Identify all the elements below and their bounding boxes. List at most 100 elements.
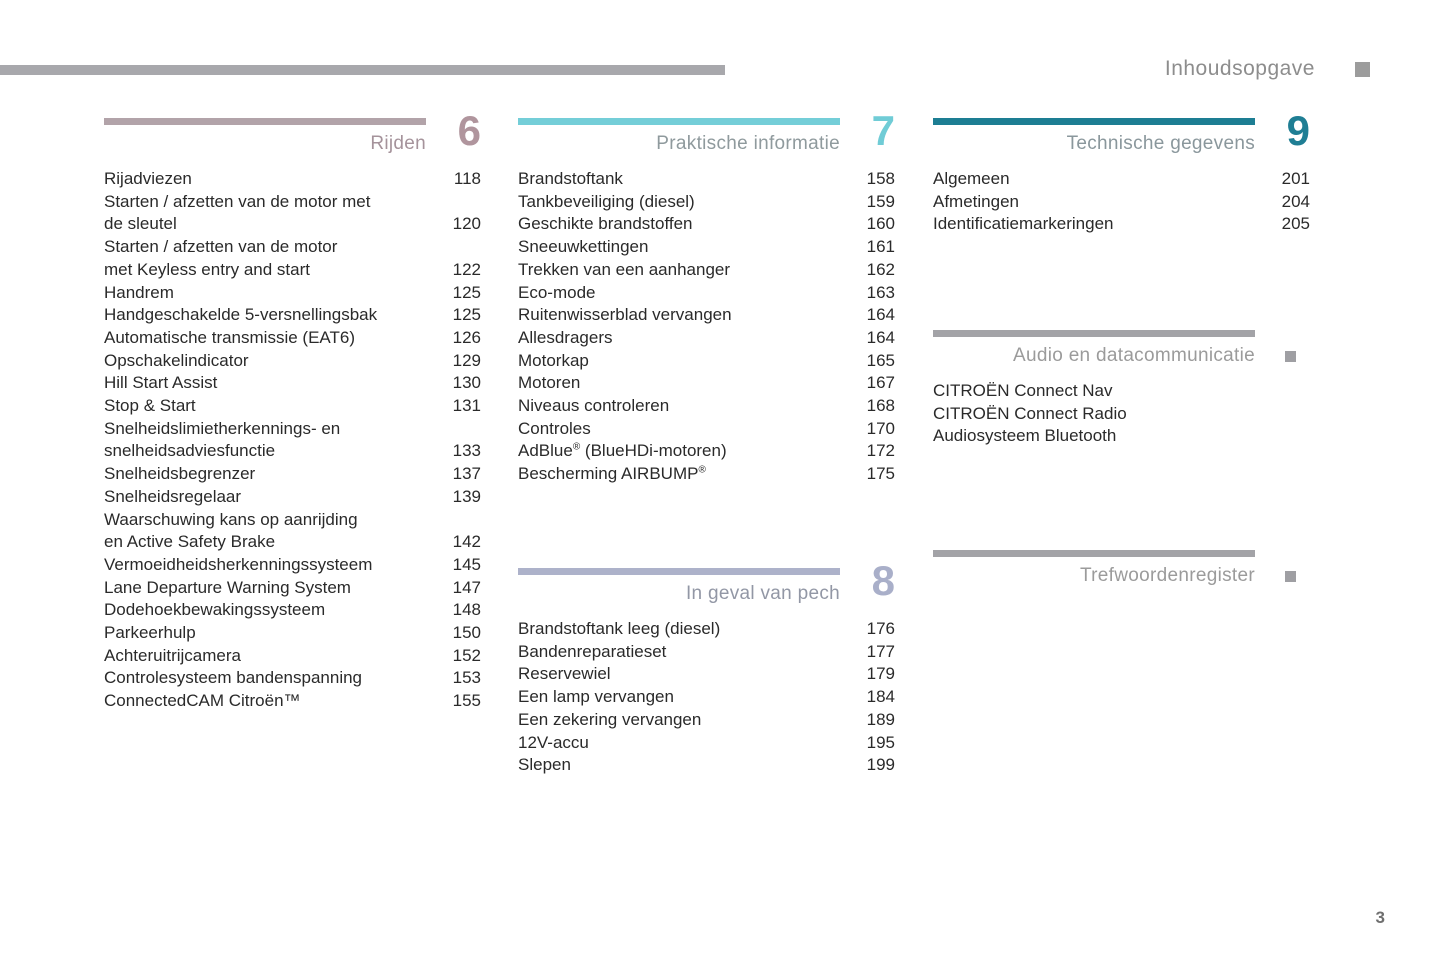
toc-entry-label: Controles (518, 418, 591, 438)
toc-entry-label: Slepen (518, 755, 571, 775)
toc-entry-label: Waarschuwing kans op aanrijding en Activ… (104, 509, 358, 552)
toc-entry-page: 120 (452, 214, 481, 234)
section-number: 8 (871, 557, 895, 604)
toc-entry-label: Controlesysteem bandenspanning (104, 668, 363, 688)
toc-entry: Bescherming AIRBUMP® 175 (518, 463, 895, 486)
toc-entry: Rijadviezen 118 (104, 168, 481, 191)
toc-entry-label: Snelheidsbegrenzer (104, 464, 256, 484)
column-left: 6 Rijden Rijadviezen 118 Starten / afzette… (104, 110, 481, 977)
toc-entry-label: Stop & Start (104, 396, 196, 416)
toc-entry-page: 137 (452, 464, 481, 484)
toc-entry: Hill Start Assist 130 (104, 372, 481, 395)
section-item-list: Rijadviezen 118 Starten / afzetten van de … (104, 168, 481, 713)
toc-entry-label: CITROËN Connect Radio (933, 403, 1127, 423)
toc-entry-label: Achteruitrijcamera (104, 645, 241, 665)
toc-entry-label: Allesdragers (518, 327, 613, 347)
toc-entry: AdBlue® (BlueHDi-motoren) 172 (518, 440, 895, 463)
toc-entry: Opschakelindicator 129 (104, 350, 481, 373)
toc-entry-label: Reservewiel (518, 664, 611, 684)
toc-entry-page: 150 (452, 623, 481, 643)
section-item-list: Algemeen 201 Afmetingen 204 Identificatiemar… (933, 168, 1310, 236)
section-color-bar (518, 118, 840, 125)
toc-entry-page: 184 (866, 687, 895, 707)
toc-entry: CITROËN Connect Nav (933, 380, 1310, 403)
toc-entry-label: Bandenreparatieset (518, 641, 667, 661)
section-title: In geval van pech (685, 583, 840, 604)
toc-entry-page: 126 (452, 327, 481, 347)
toc-entry-label: Dodehoekbewakingssysteem (104, 600, 326, 620)
toc-entry-label: CITROËN Connect Nav (933, 381, 1113, 400)
toc-entry-page: 170 (866, 418, 895, 438)
section-color-bar (933, 330, 1255, 337)
toc-entry-page: 129 (452, 350, 481, 370)
toc-entry-label: Brandstoftank (518, 169, 623, 188)
toc-entry-page: 148 (452, 600, 481, 620)
toc-entry-label: Afmetingen (933, 191, 1019, 211)
section-color-bar (518, 568, 840, 575)
section-number: 6 (457, 107, 481, 154)
section-header: 9 Technische gegevens (933, 110, 1310, 168)
header-square-icon (1355, 61, 1370, 77)
section-title: Trefwoordenregister (1079, 565, 1255, 586)
toc-entry-label: Eco-mode (518, 282, 596, 302)
section-praktische-informatie: 7 Praktische informatie Brandstoftank 158… (518, 110, 895, 486)
toc-entry: Controles 170 (518, 418, 895, 441)
section-title: Rijden (370, 133, 426, 154)
toc-entry-page: 204 (1281, 191, 1310, 211)
toc-entry-page: 179 (866, 664, 895, 684)
toc-entry: Controlesysteem bandenspanning 153 (104, 667, 481, 690)
toc-entry-page: 164 (866, 305, 895, 325)
section-header: Trefwoordenregister (933, 550, 1310, 600)
section-title: Audio en datacommunicatie (1013, 345, 1255, 366)
toc-entry: Parkeerhulp 150 (104, 622, 481, 645)
section-number: 7 (871, 107, 895, 154)
toc-entry-page: 159 (866, 191, 895, 211)
toc-entry: Trekken van een aanhanger 162 (518, 259, 895, 282)
section-header: 7 Praktische informatie (518, 110, 895, 168)
toc-entry: Afmetingen 204 (933, 191, 1310, 214)
toc-entry-page: 189 (866, 709, 895, 729)
toc-entry-label: Brandstoftank leeg (diesel) (518, 619, 721, 638)
toc-entry-label: Bescherming AIRBUMP® (518, 464, 706, 484)
toc-entry-label: Rijadviezen (104, 169, 192, 188)
toc-entry-label: Geschikte brandstoffen (518, 214, 693, 234)
toc-entry-page: 195 (866, 732, 895, 752)
toc-entry-label: Handgeschakelde 5-versnellingsbak (104, 305, 378, 325)
section-number: 9 (1286, 107, 1310, 154)
section-header: 6 Rijden (104, 110, 481, 168)
section-trefwoordenregister: Trefwoordenregister (933, 550, 1310, 600)
toc-entry-label: Motorkap (518, 350, 589, 370)
toc-entry: Snelheidslimietherkennings- en snelheids… (104, 418, 481, 463)
section-color-bar (104, 118, 426, 125)
toc-entry: Algemeen 201 (933, 168, 1310, 191)
section-in-geval-van-pech: 8 In geval van pech Brandstoftank leeg (… (518, 560, 895, 777)
toc-entry: Reservewiel 179 (518, 663, 895, 686)
section-color-bar (933, 550, 1255, 557)
section-header: 8 In geval van pech (518, 560, 895, 618)
section-title: Technische gegevens (1066, 133, 1255, 154)
toc-entry-page: 147 (452, 577, 481, 597)
toc-entry: CITROËN Connect Radio (933, 403, 1310, 426)
toc-entry-label: Parkeerhulp (104, 623, 196, 643)
toc-entry: Snelheidsregelaar 139 (104, 486, 481, 509)
section-item-list: Brandstoftank 158 Tankbeveiliging (diesel)… (518, 168, 895, 486)
toc-entry: Starten / afzetten van de motor met Keyl… (104, 236, 481, 281)
toc-entry: Een lamp vervangen 184 (518, 686, 895, 709)
toc-entry-page: 125 (452, 305, 481, 325)
toc-entry-page: 165 (866, 350, 895, 370)
toc-entry-page: 164 (866, 327, 895, 347)
toc-entry-label: Opschakelindicator (104, 350, 249, 370)
toc-entry-page: 139 (452, 486, 481, 506)
toc-entry-label: 12V-accu (518, 732, 589, 752)
section-square-icon (1285, 571, 1296, 582)
toc-entry-label: Algemeen (933, 169, 1010, 188)
toc-entry: Slepen 199 (518, 754, 895, 777)
toc-entry-label: Starten / afzetten van de motor met de s… (104, 191, 371, 234)
toc-entry: Audiosysteem Bluetooth (933, 425, 1310, 448)
toc-entry-label: ConnectedCAM Citroën™ (104, 691, 301, 711)
toc-entry-page: 158 (866, 169, 895, 188)
toc-entry-label: Identificatiemarkeringen (933, 214, 1114, 234)
toc-entry-page: 172 (866, 441, 895, 461)
toc-entry: Tankbeveiliging (diesel) 159 (518, 191, 895, 214)
